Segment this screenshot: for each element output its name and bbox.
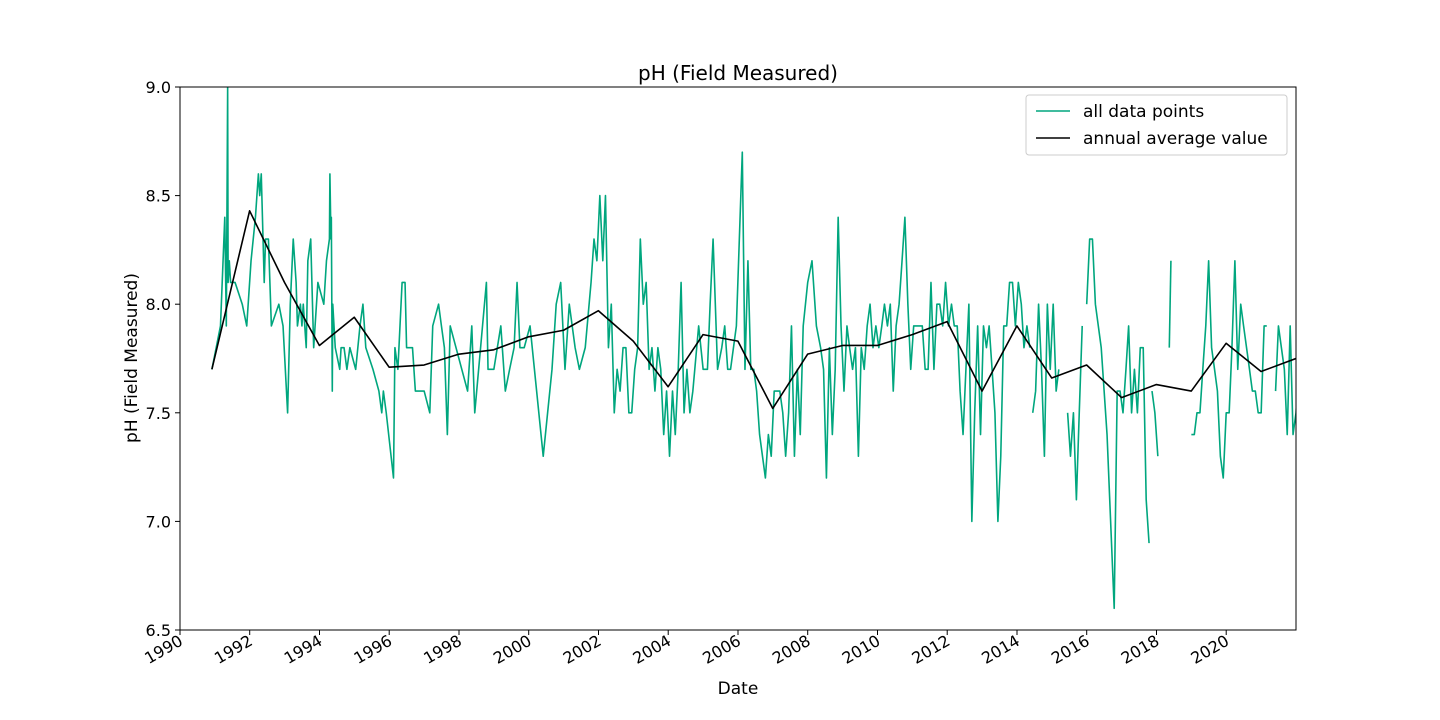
y-tick-label: 8.0 [146,295,171,314]
y-tick-label: 9.0 [146,78,171,97]
x-tick-label: 2016 [1048,631,1093,668]
x-tick-label: 2004 [629,631,674,668]
x-axis-label: Date [718,679,759,699]
legend-box [1025,94,1288,156]
y-tick-label: 6.5 [146,621,171,640]
x-tick-label: 2008 [769,631,814,668]
series-line-all-data-points [1274,325,1296,436]
y-tick-label: 7.0 [146,512,171,531]
series-line-all-data-points [1299,391,1302,434]
x-tick-label: 2014 [978,631,1023,668]
x-tick-label: 2020 [1187,631,1232,668]
x-tick-label: 1998 [420,631,465,668]
series-line-all-data-points [1310,326,1327,369]
series-line-all-data-points [1151,390,1159,457]
series-line-all-data-points [1191,259,1267,479]
x-tick-label: 2012 [908,631,953,668]
series-line-all-data-points [1031,303,1060,458]
legend-label-all: all data points [1083,102,1204,122]
x-tick-label: 2000 [490,631,535,668]
series-line-all-data-points [1066,325,1084,501]
x-tick-label: 2002 [560,631,605,668]
x-tick-label: 2006 [699,631,744,668]
legend: all data points annual average value [1025,94,1288,156]
y-tick-label: 7.5 [146,404,171,423]
x-tick-label: 1992 [211,631,256,668]
chart-title: pH (Field Measured) [638,61,838,85]
legend-label-avg: annual average value [1083,129,1268,149]
x-tick-label: 1994 [281,631,326,668]
x-tick-label: 2018 [1118,631,1163,668]
series-line-all-data-points [1085,238,1150,610]
y-tick-label: 8.5 [146,187,171,206]
x-tick-label: 1996 [350,631,395,668]
y-axis: 6.5 7.0 7.5 8.0 8.5 9.0 [146,78,180,640]
series-line-annual-average [211,210,1296,410]
x-tick-label: 2010 [839,631,884,668]
x-axis: 1990 1992 1994 1996 1998 2000 2002 2004 2006 2008… [141,630,1232,668]
series-line-all-data-points [1168,260,1172,348]
plot-area [211,87,1327,610]
y-axis-label: pH (Field Measured) [122,273,142,443]
series-line-all-data-points [211,87,1031,523]
plot-frame [179,86,1297,631]
